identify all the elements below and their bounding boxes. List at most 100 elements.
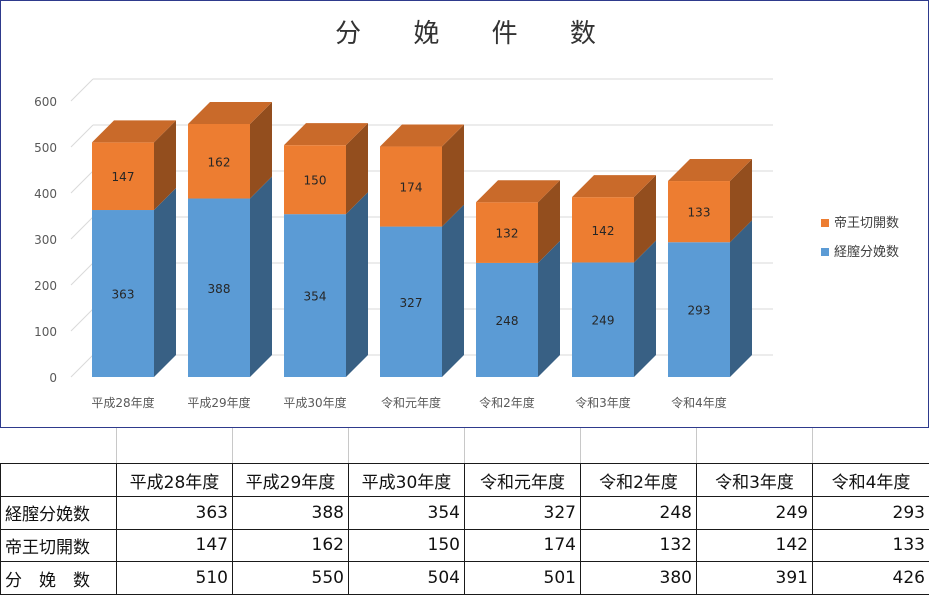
table-row: 帝王切開数 147 162 150 174 132 142 133	[0, 528, 929, 563]
blank-cell	[0, 428, 117, 465]
blank-cell	[812, 428, 929, 465]
bar-top	[380, 124, 464, 147]
bar-segment	[572, 197, 634, 263]
table-header-row: 平成28年度 平成29年度 平成30年度 令和元年度 令和2年度 令和3年度 令和4年度	[0, 463, 929, 497]
bar-side	[250, 102, 272, 199]
column-header: 平成30年度	[348, 463, 465, 497]
legend-swatch	[821, 248, 829, 256]
bar-side	[634, 240, 656, 377]
table-cell: 504	[348, 561, 465, 595]
x-tick-label: 令和2年度	[479, 395, 535, 410]
bar-side	[442, 204, 464, 377]
row-label: 経膣分娩数	[0, 495, 117, 530]
data-label: 388	[208, 282, 231, 296]
y-tick-label: 600	[34, 95, 57, 109]
bar-segment	[188, 198, 250, 377]
data-label: 248	[496, 314, 519, 328]
bar-segment	[92, 142, 154, 211]
table-cell: 248	[580, 495, 697, 530]
y-tick-label: 100	[34, 325, 57, 339]
data-label: 162	[208, 155, 231, 169]
legend-label: 帝王切開数	[834, 215, 899, 231]
data-label: 142	[592, 224, 615, 238]
bar-segment	[284, 145, 346, 215]
x-tick-label: 平成28年度	[91, 395, 154, 410]
table-cell: 354	[348, 495, 465, 530]
y-tick-label: 200	[34, 279, 57, 293]
table-cell: 174	[464, 528, 581, 563]
bar-segment	[92, 210, 154, 377]
data-label: 150	[304, 174, 327, 188]
data-label: 132	[496, 227, 519, 241]
bar-side	[730, 220, 752, 377]
data-label: 174	[400, 181, 423, 195]
table-cell: 133	[812, 528, 929, 563]
table-cell: 501	[464, 561, 581, 595]
bar-segment	[476, 262, 538, 377]
bar-segment	[284, 214, 346, 377]
x-tick-label: 令和3年度	[575, 395, 631, 410]
gridline-depth	[70, 262, 94, 286]
bar-top	[92, 120, 176, 143]
row-label: 分 娩 数	[0, 561, 117, 595]
table-cell: 426	[812, 561, 929, 595]
data-label: 363	[112, 288, 135, 302]
row-label: 帝王切開数	[0, 528, 117, 563]
data-label: 249	[592, 314, 615, 328]
gridline-depth	[70, 216, 94, 240]
bar-side	[154, 188, 176, 377]
data-label: 293	[688, 304, 711, 318]
y-tick-label: 400	[34, 187, 57, 201]
bar-side	[634, 175, 656, 263]
chart-area: 分 娩 件 数 0 100 200 300 400 500 600 363 147 平成28年度 3…	[0, 0, 929, 428]
bar-side	[730, 159, 752, 243]
bar-side	[346, 192, 368, 377]
table-spacer-row	[0, 428, 929, 465]
blank-cell	[696, 428, 813, 465]
data-label: 327	[400, 296, 423, 310]
table-cell: 132	[580, 528, 697, 563]
bar-segment	[668, 242, 730, 377]
bar-top	[668, 159, 752, 182]
gridline-depth	[70, 124, 94, 148]
bar-side	[538, 240, 560, 377]
corner-cell	[0, 463, 117, 497]
table-cell: 327	[464, 495, 581, 530]
table-cell: 249	[696, 495, 813, 530]
table-cell: 380	[580, 561, 697, 595]
bar-side	[442, 124, 464, 227]
bar-side	[346, 123, 368, 215]
data-table: 平成28年度 平成29年度 平成30年度 令和元年度 令和2年度 令和3年度 令和4年度 経膣…	[0, 428, 929, 595]
table-cell: 142	[696, 528, 813, 563]
table-cell: 550	[232, 561, 349, 595]
table-cell: 162	[232, 528, 349, 563]
x-tick-label: 令和4年度	[671, 395, 727, 410]
blank-cell	[464, 428, 581, 465]
bar-top	[476, 180, 560, 203]
table-cell: 363	[116, 495, 233, 530]
bar-side	[250, 176, 272, 377]
column-header: 令和2年度	[580, 463, 697, 497]
gridline-depth	[70, 354, 94, 378]
bar-top	[188, 102, 272, 124]
bar-segment	[188, 124, 250, 199]
blank-cell	[116, 428, 233, 465]
bar-top	[284, 123, 368, 146]
stacked-bar-chart: 0 100 200 300 400 500 600 363 147 平成28年度 388 162 平成2…	[34, 78, 899, 410]
y-tick-label: 500	[34, 141, 57, 155]
table-cell: 388	[232, 495, 349, 530]
bar-segment	[668, 181, 730, 243]
column-header: 令和3年度	[696, 463, 813, 497]
bar-segment	[476, 202, 538, 263]
data-label: 354	[304, 290, 327, 304]
x-tick-label: 令和元年度	[381, 395, 441, 410]
table-row: 経膣分娩数 363 388 354 327 248 249 293	[0, 495, 929, 530]
bar-side	[154, 120, 176, 211]
blank-cell	[348, 428, 465, 465]
column-header: 令和元年度	[464, 463, 581, 497]
x-tick-label: 平成29年度	[187, 395, 250, 410]
column-header: 平成28年度	[116, 463, 233, 497]
y-tick-label: 300	[34, 233, 57, 247]
bar-segment	[572, 262, 634, 377]
blank-cell	[580, 428, 697, 465]
